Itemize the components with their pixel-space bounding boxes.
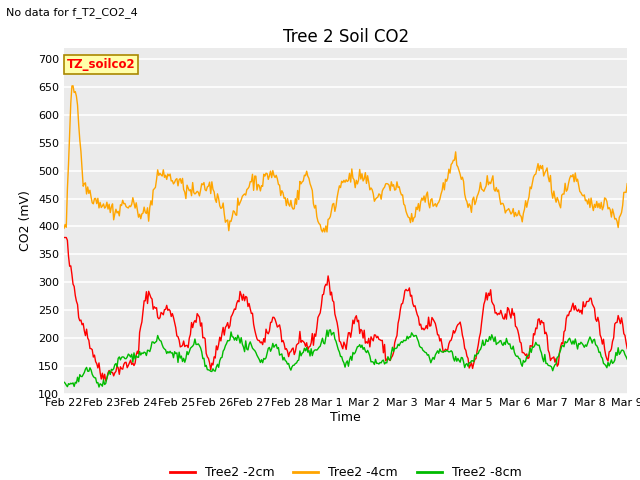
Text: TZ_soilco2: TZ_soilco2	[67, 59, 136, 72]
X-axis label: Time: Time	[330, 411, 361, 424]
Y-axis label: CO2 (mV): CO2 (mV)	[19, 191, 33, 251]
Legend: Tree2 -2cm, Tree2 -4cm, Tree2 -8cm: Tree2 -2cm, Tree2 -4cm, Tree2 -8cm	[165, 461, 526, 480]
Text: No data for f_T2_CO2_4: No data for f_T2_CO2_4	[6, 7, 138, 18]
Title: Tree 2 Soil CO2: Tree 2 Soil CO2	[282, 28, 409, 47]
